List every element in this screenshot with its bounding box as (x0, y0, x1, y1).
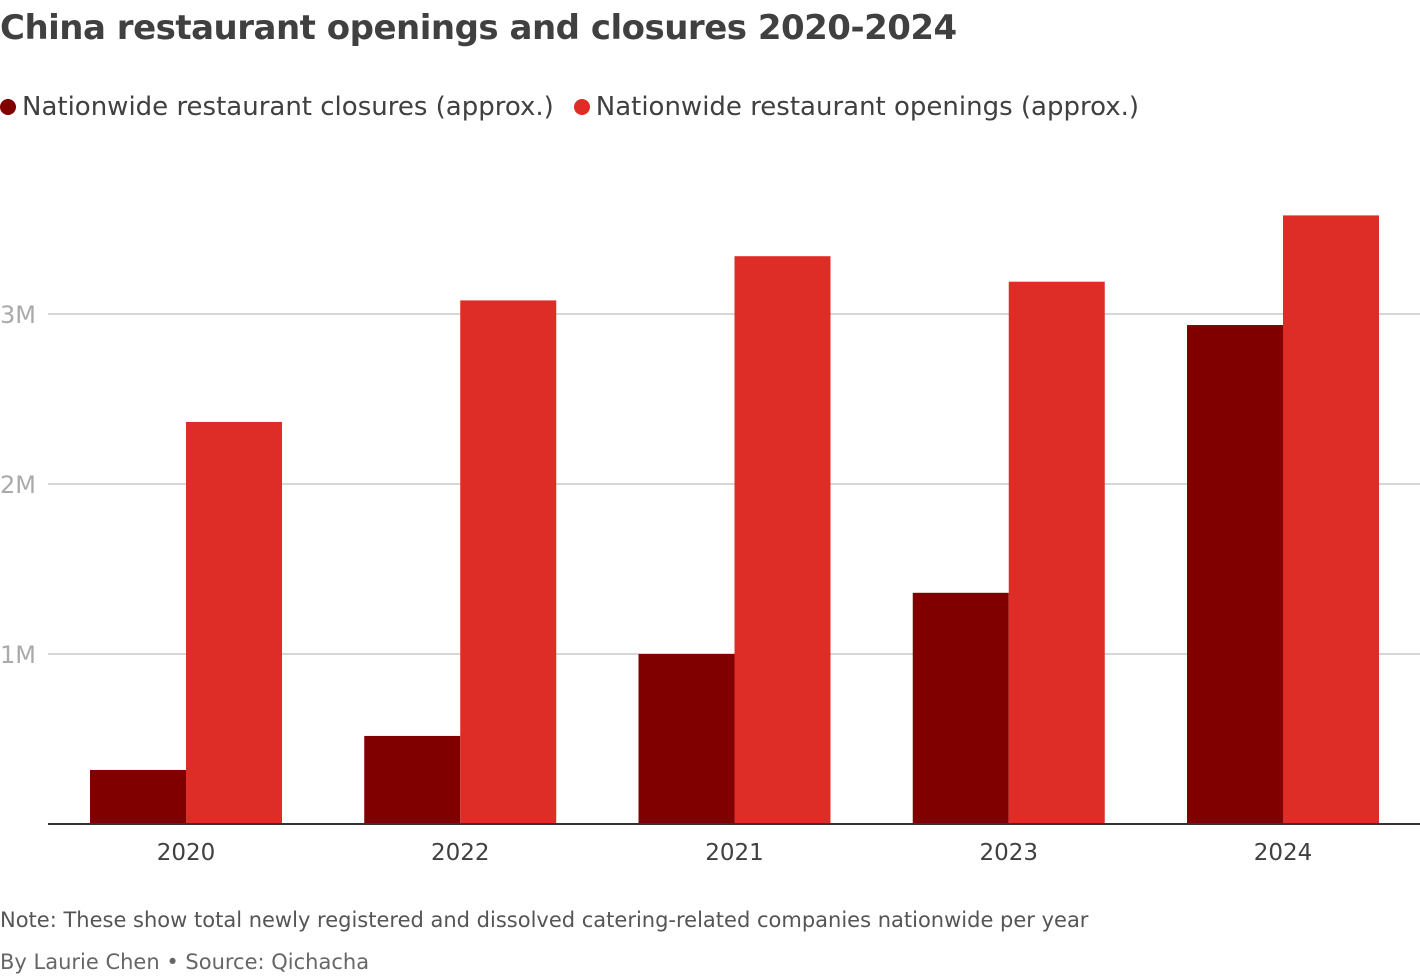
x-tick-label: 2024 (1254, 840, 1313, 866)
legend-label-closures: Nationwide restaurant closures (approx.) (22, 92, 554, 122)
legend-item-closures: Nationwide restaurant closures (approx.) (0, 92, 554, 122)
x-tick-label: 2020 (157, 840, 216, 866)
bar-closures-2021 (638, 654, 735, 824)
chart-note: Note: These show total newly registered … (0, 908, 1089, 932)
bar-closures-2020 (90, 769, 186, 824)
bar-openings-2020 (186, 421, 282, 824)
legend-dot-openings (573, 99, 590, 115)
bar-chart: 1M 2M 3M 2020 2022 2021 2023 2024 (0, 215, 1420, 866)
bar-openings-2024 (1283, 215, 1379, 824)
legend-label-openings: Nationwide restaurant openings (approx.) (595, 92, 1140, 122)
bar-openings-2022 (460, 300, 557, 824)
legend-dot-closures (0, 99, 16, 115)
bar-closures-2022 (364, 735, 461, 824)
byline: By Laurie Chen • Source: Qichacha (0, 950, 370, 974)
bar-closures-2024 (1187, 325, 1283, 824)
legend: Nationwide restaurant closures (approx.)… (0, 92, 1139, 122)
y-tick-label: 2M (0, 471, 36, 499)
x-tick-label: 2022 (431, 840, 490, 866)
x-tick-label: 2021 (705, 840, 764, 866)
bar-openings-2023 (1008, 281, 1105, 824)
legend-item-openings: Nationwide restaurant openings (approx.) (573, 92, 1140, 122)
bar-openings-2021 (734, 256, 831, 824)
y-tick-label: 3M (0, 301, 36, 329)
bar-closures-2023 (912, 592, 1009, 824)
y-tick-label: 1M (0, 641, 36, 669)
x-tick-label: 2023 (979, 840, 1038, 866)
chart-title: China restaurant openings and closures 2… (0, 8, 957, 48)
